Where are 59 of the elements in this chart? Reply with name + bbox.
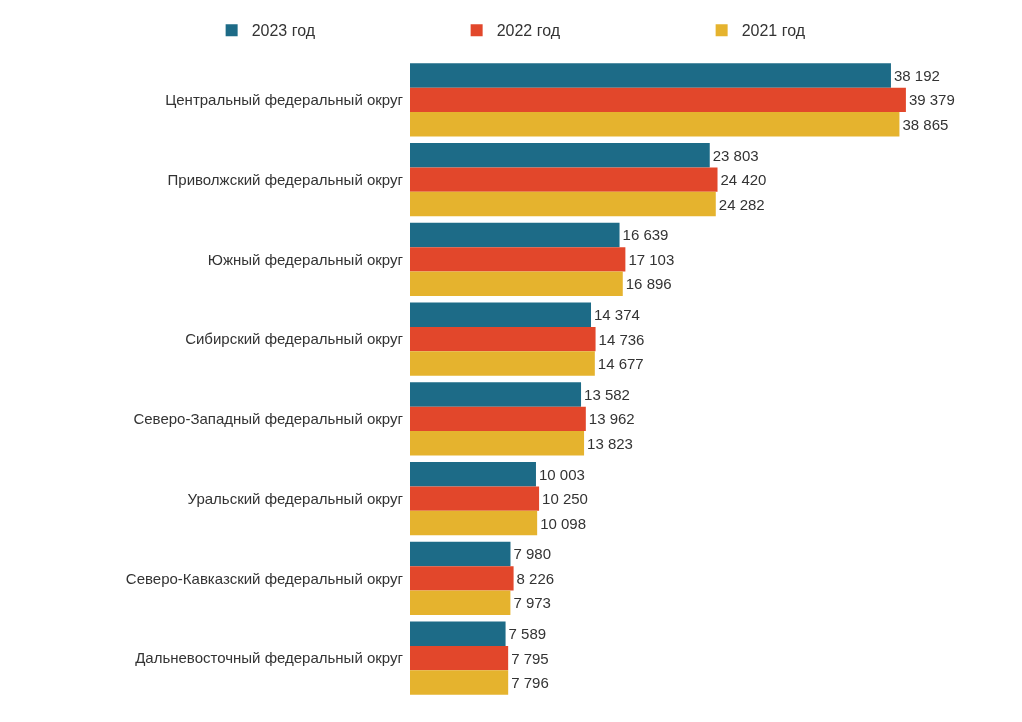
- y-tick-label: Центральный федеральный округ: [165, 91, 404, 109]
- data-label: 7 589: [508, 625, 547, 643]
- bar: [410, 510, 538, 536]
- data-label: 13 962: [588, 410, 635, 428]
- data-label: 7 795: [511, 649, 549, 667]
- y-tick-label: Дальневосточный федеральный округ: [135, 649, 404, 667]
- bar: [410, 87, 906, 113]
- bar: [410, 112, 900, 137]
- y-tick-label: Сибирский федеральный округ: [185, 330, 404, 348]
- data-label: 7 796: [511, 674, 549, 692]
- data-label: 7 980: [513, 545, 552, 563]
- bar: [410, 461, 536, 487]
- bar: [410, 621, 506, 646]
- bar: [410, 247, 626, 272]
- bar: [410, 566, 514, 591]
- bar: [410, 271, 623, 297]
- data-label: 8 226: [516, 569, 555, 587]
- bar: [410, 222, 620, 248]
- data-label: 10 098: [540, 514, 587, 532]
- bar: [410, 541, 511, 567]
- data-label: 10 003: [538, 465, 585, 483]
- bar: [410, 590, 511, 616]
- data-label: 14 677: [597, 355, 644, 373]
- legend-label: 2023 год: [251, 22, 316, 40]
- bar: [410, 326, 596, 352]
- data-label: 17 103: [628, 250, 675, 268]
- data-label: 14 374: [594, 306, 640, 324]
- legend-label: 2021 год: [741, 22, 806, 40]
- bar: [410, 406, 586, 432]
- data-label: 38 865: [902, 115, 949, 133]
- data-label: 23 803: [712, 146, 759, 164]
- y-tick-label: Северо-Западный федеральный округ: [133, 410, 404, 428]
- bar: [410, 382, 582, 407]
- bar: [410, 191, 716, 217]
- y-tick-label: Северо-Кавказский федеральный округ: [125, 569, 404, 587]
- data-label: 13 582: [584, 385, 630, 403]
- bar: [410, 645, 509, 671]
- bar: [410, 63, 891, 88]
- bar: [410, 351, 595, 376]
- data-label: 38 192: [893, 66, 940, 84]
- data-label: 24 282: [718, 195, 765, 213]
- data-label: 10 250: [542, 490, 588, 508]
- bar: [410, 302, 592, 327]
- data-label: 13 823: [587, 434, 633, 452]
- data-label: 16 639: [622, 226, 669, 244]
- data-label: 14 736: [598, 330, 645, 348]
- bar: [410, 142, 710, 168]
- bar: [410, 431, 585, 456]
- y-tick-label: Южный федеральный округ: [207, 250, 404, 268]
- y-tick-label: Приволжский федеральный округ: [167, 170, 404, 188]
- legend-label: 2022 год: [496, 22, 561, 40]
- bar: [410, 670, 509, 695]
- data-label: 16 896: [625, 275, 672, 293]
- y-tick-label: Уральский федеральный округ: [187, 489, 404, 507]
- bar: [410, 167, 718, 192]
- data-label: 24 420: [720, 171, 767, 189]
- bar: [410, 486, 540, 511]
- data-label: 7 973: [513, 594, 551, 612]
- data-label: 39 379: [908, 91, 955, 109]
